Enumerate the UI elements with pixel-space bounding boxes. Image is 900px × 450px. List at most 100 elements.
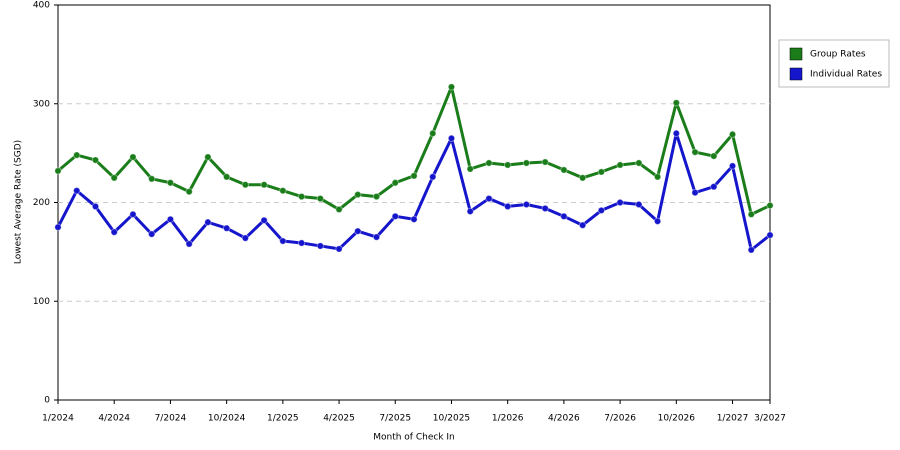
point bbox=[597, 168, 606, 176]
point bbox=[747, 210, 755, 219]
point bbox=[241, 234, 250, 242]
point bbox=[597, 206, 606, 215]
point bbox=[129, 210, 137, 219]
point bbox=[372, 233, 381, 241]
point bbox=[691, 148, 699, 156]
legend-label: Individual Rates bbox=[810, 70, 882, 80]
point bbox=[185, 187, 193, 196]
point bbox=[91, 156, 100, 164]
point bbox=[560, 166, 568, 174]
legend-swatch bbox=[789, 47, 803, 61]
point bbox=[410, 172, 418, 180]
x-axis-label: Month of Check In bbox=[373, 433, 455, 443]
x-tick-label: 4/2025 bbox=[323, 414, 355, 424]
point bbox=[485, 194, 493, 203]
point bbox=[204, 153, 212, 161]
y-tick-label: 0 bbox=[44, 396, 50, 406]
point bbox=[279, 186, 287, 195]
x-tick-label: 4/2024 bbox=[98, 414, 130, 424]
x-tick-label: 1/2027 bbox=[717, 414, 749, 424]
point bbox=[560, 212, 568, 221]
point bbox=[110, 228, 118, 236]
y-tick-label: 300 bbox=[33, 99, 50, 109]
point bbox=[297, 239, 306, 247]
x-tick-label: 7/2025 bbox=[379, 414, 411, 424]
point bbox=[466, 165, 474, 173]
point bbox=[372, 192, 381, 201]
point bbox=[447, 83, 456, 91]
point bbox=[335, 245, 343, 253]
x-tick-label: 7/2024 bbox=[155, 414, 187, 424]
point bbox=[354, 227, 362, 235]
point bbox=[447, 134, 456, 143]
point bbox=[316, 194, 325, 203]
point bbox=[429, 129, 437, 138]
x-tick-label: 10/2024 bbox=[208, 414, 246, 424]
point bbox=[391, 212, 399, 221]
x-tick-label: 1/2025 bbox=[267, 414, 299, 424]
point bbox=[485, 159, 493, 167]
x-tick-label: 4/2026 bbox=[548, 414, 580, 424]
point bbox=[503, 161, 512, 169]
point bbox=[260, 216, 268, 224]
point bbox=[522, 200, 531, 209]
point bbox=[204, 218, 212, 226]
point bbox=[147, 230, 156, 238]
x-tick-label: 10/2025 bbox=[433, 414, 470, 424]
point bbox=[391, 179, 399, 187]
x-tick-label: 1/2024 bbox=[42, 414, 74, 424]
point bbox=[672, 129, 681, 138]
point bbox=[635, 200, 643, 209]
point bbox=[147, 175, 156, 183]
point bbox=[766, 201, 774, 210]
point bbox=[185, 240, 193, 248]
point bbox=[522, 159, 531, 167]
point bbox=[73, 151, 81, 159]
point bbox=[297, 192, 306, 201]
point bbox=[710, 152, 718, 160]
point bbox=[166, 179, 175, 187]
x-tick-label: 3/2027 bbox=[754, 414, 786, 424]
point bbox=[316, 242, 325, 250]
point bbox=[635, 159, 643, 167]
point bbox=[766, 231, 774, 239]
y-axis-label: Lowest Average Rate (SGD) bbox=[14, 140, 24, 264]
point bbox=[503, 202, 512, 211]
point bbox=[91, 202, 100, 211]
x-tick-label: 7/2026 bbox=[604, 414, 636, 424]
point bbox=[691, 188, 699, 197]
point bbox=[241, 181, 250, 189]
point bbox=[616, 161, 624, 169]
point bbox=[166, 215, 175, 223]
point bbox=[710, 183, 718, 191]
point bbox=[129, 153, 137, 161]
point bbox=[672, 99, 681, 107]
point bbox=[466, 207, 474, 216]
point bbox=[410, 215, 418, 223]
y-tick-label: 200 bbox=[33, 198, 50, 208]
legend-swatch bbox=[789, 67, 803, 81]
point bbox=[653, 173, 662, 181]
point bbox=[222, 173, 231, 181]
point bbox=[541, 158, 549, 166]
y-tick-label: 100 bbox=[33, 297, 50, 307]
point bbox=[541, 204, 549, 213]
x-tick-label: 10/2026 bbox=[658, 414, 696, 424]
point bbox=[54, 167, 62, 175]
point bbox=[429, 173, 437, 181]
point bbox=[578, 174, 587, 182]
point bbox=[260, 181, 268, 189]
x-tick-label: 1/2026 bbox=[492, 414, 524, 424]
point bbox=[279, 237, 287, 245]
point bbox=[110, 174, 118, 182]
point bbox=[653, 217, 662, 225]
point bbox=[73, 186, 81, 195]
y-tick-label: 400 bbox=[33, 1, 50, 11]
point bbox=[354, 190, 362, 199]
point bbox=[728, 162, 737, 170]
point bbox=[616, 198, 624, 207]
point bbox=[747, 246, 755, 254]
point bbox=[728, 130, 737, 139]
point bbox=[578, 221, 587, 229]
